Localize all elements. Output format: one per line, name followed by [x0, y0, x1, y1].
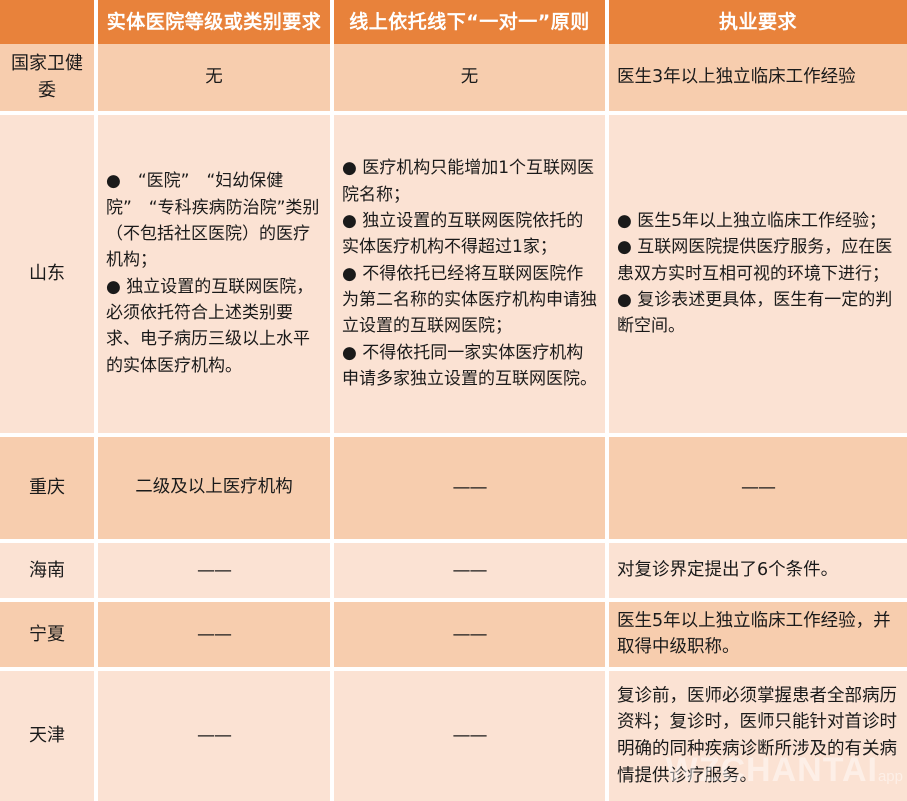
- cell-online-offline: ——: [334, 602, 609, 671]
- row-region-label: 国家卫健委: [0, 44, 98, 115]
- row-region-label: 天津: [0, 671, 98, 801]
- bullet-item: ● 不得依托已经将互联网医院作为第二名称的实体医疗机构申请独立设置的互联网医院；: [342, 261, 597, 340]
- cell-online-offline: ——: [334, 671, 609, 801]
- table-row: 天津 —— —— 复诊前，医师必须掌握患者全部病历资料；复诊时，医师只能针对首诊…: [0, 671, 907, 801]
- cell-hospital-grade: ——: [98, 602, 334, 671]
- column-header-region: [0, 0, 98, 44]
- row-region-label: 山东: [0, 115, 98, 437]
- bullet-item: ● 复诊表述更具体，医生有一定的判断空间。: [617, 287, 899, 340]
- cell-practice-requirement: ——: [609, 437, 907, 543]
- bullet-item: ● 医疗机构只能增加1个互联网医院名称；: [342, 155, 597, 208]
- row-region-label: 宁夏: [0, 602, 98, 671]
- bullet-item: ● “医院” “妇幼保健院” “专科疾病防治院”类别（不包括社区医院）的医疗机构…: [106, 168, 322, 273]
- cell-practice-requirement: 医生3年以上独立临床工作经验: [609, 44, 907, 115]
- cell-hospital-grade: ——: [98, 543, 334, 602]
- column-header-practice-requirement: 执业要求: [609, 0, 907, 44]
- table-row: 国家卫健委 无 无 医生3年以上独立临床工作经验: [0, 44, 907, 115]
- bullet-item: ● 互联网医院提供医疗服务，应在医患双方实时互相可视的环境下进行；: [617, 234, 899, 287]
- cell-hospital-grade: 二级及以上医疗机构: [98, 437, 334, 543]
- cell-practice-requirement: 复诊前，医师必须掌握患者全部病历资料；复诊时，医师只能针对首诊时明确的同种疾病诊…: [609, 671, 907, 801]
- cell-online-offline: ——: [334, 437, 609, 543]
- table-row: 重庆 二级及以上医疗机构 —— ——: [0, 437, 907, 543]
- cell-hospital-grade: 无: [98, 44, 334, 115]
- row-region-label: 重庆: [0, 437, 98, 543]
- column-header-online-offline: 线上依托线下“一对一”原则: [334, 0, 609, 44]
- cell-practice-requirement: ● 医生5年以上独立临床工作经验； ● 互联网医院提供医疗服务，应在医患双方实时…: [609, 115, 907, 437]
- bullet-item: ● 独立设置的互联网医院依托的实体医疗机构不得超过1家；: [342, 208, 597, 261]
- table-row: 海南 —— —— 对复诊界定提出了6个条件。: [0, 543, 907, 602]
- cell-practice-requirement: 医生5年以上独立临床工作经验，并取得中级职称。: [609, 602, 907, 671]
- bullet-item: ● 不得依托同一家实体医疗机构申请多家独立设置的互联网医院。: [342, 340, 597, 393]
- header-row: 实体医院等级或类别要求 线上依托线下“一对一”原则 执业要求: [0, 0, 907, 44]
- table-body: 国家卫健委 无 无 医生3年以上独立临床工作经验 山东 ● “医院” “妇幼保健…: [0, 44, 907, 801]
- table-header: 实体医院等级或类别要求 线上依托线下“一对一”原则 执业要求: [0, 0, 907, 44]
- cell-hospital-grade: ● “医院” “妇幼保健院” “专科疾病防治院”类别（不包括社区医院）的医疗机构…: [98, 115, 334, 437]
- cell-online-offline: ● 医疗机构只能增加1个互联网医院名称； ● 独立设置的互联网医院依托的实体医疗…: [334, 115, 609, 437]
- table-row: 宁夏 —— —— 医生5年以上独立临床工作经验，并取得中级职称。: [0, 602, 907, 671]
- bullet-item: ● 独立设置的互联网医院，必须依托符合上述类别要求、电子病历三级以上水平的实体医…: [106, 274, 322, 379]
- cell-online-offline: 无: [334, 44, 609, 115]
- column-header-hospital-grade: 实体医院等级或类别要求: [98, 0, 334, 44]
- cell-hospital-grade: ——: [98, 671, 334, 801]
- bullet-item: ● 医生5年以上独立临床工作经验；: [617, 208, 899, 234]
- cell-practice-requirement: 对复诊界定提出了6个条件。: [609, 543, 907, 602]
- row-region-label: 海南: [0, 543, 98, 602]
- cell-online-offline: ——: [334, 543, 609, 602]
- table-row: 山东 ● “医院” “妇幼保健院” “专科疾病防治院”类别（不包括社区医院）的医…: [0, 115, 907, 437]
